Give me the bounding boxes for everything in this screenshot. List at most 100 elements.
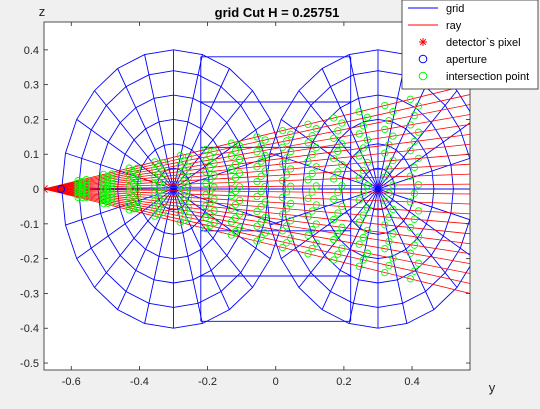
intersection-point (338, 181, 346, 190)
intersection-point (155, 202, 163, 211)
intersection-point (312, 163, 320, 171)
intersection-point (414, 128, 423, 136)
intersection-point (231, 201, 240, 209)
intersection-point (308, 188, 316, 196)
intersection-point (355, 108, 363, 116)
legend-box (401, 0, 539, 90)
intersection-point (99, 179, 108, 187)
x-tick-label: -0.6 (62, 376, 81, 388)
intersection-point (406, 249, 415, 257)
intersection-point (287, 165, 295, 173)
intersection-point (151, 197, 159, 205)
intersection-point (227, 191, 236, 200)
intersection-point (74, 181, 82, 190)
intersection-point (381, 173, 389, 181)
intersection-point (82, 178, 90, 187)
intersection-point (330, 134, 338, 142)
x-tick-label: 0 (273, 376, 279, 388)
intersection-point (282, 137, 291, 145)
intersection-point (363, 158, 372, 167)
y-axis-ticks: 0.4 0.3 0.2 0.1 0 -0.1 -0.2 -0.3 -0.4 -0.5 (20, 45, 470, 370)
legend-entry-label: intersection point (446, 71, 529, 83)
intersection-point (133, 164, 142, 172)
intersection-point (253, 237, 261, 245)
intersection-point (410, 215, 419, 223)
intersection-point (206, 175, 214, 184)
grid-spoke (348, 54, 379, 190)
intersection-point (235, 210, 244, 218)
intersection-point (410, 137, 419, 146)
intersection-point (99, 191, 108, 199)
intersection-point (410, 189, 419, 198)
intersection-point (338, 161, 346, 169)
intersection-point (385, 237, 393, 246)
intersection-point (363, 136, 372, 144)
x-tick-label: 0.2 (336, 376, 351, 388)
x-axis-label: y (489, 380, 496, 395)
legend-circle-sample (418, 71, 428, 81)
plot-frame (43, 21, 471, 371)
intersection-point (82, 193, 90, 202)
intersection-point (257, 187, 265, 196)
intersection-point (363, 181, 372, 189)
intersection-point (385, 189, 393, 197)
intersection-point (406, 198, 415, 206)
intersection-point (287, 217, 295, 225)
intersection-point (355, 240, 363, 248)
intersection-point (406, 95, 415, 103)
intersection-point (282, 188, 291, 196)
intersection-point (389, 254, 397, 262)
intersection-point (159, 175, 167, 183)
grid-spoke (173, 188, 230, 310)
intersection-point (231, 187, 240, 195)
grid-spoke (377, 188, 470, 256)
intersection-point (304, 213, 312, 221)
intersection-point (78, 185, 86, 194)
intersection-point (381, 101, 389, 110)
intersection-point (261, 167, 269, 175)
grid-spoke (117, 188, 174, 310)
intersection-point (308, 226, 316, 234)
intersection-point (184, 163, 193, 171)
ray (44, 94, 470, 190)
x-axis-ticks: -0.6 -0.4 -0.2 0 0.2 0.4 (62, 22, 420, 388)
intersection-point (385, 141, 393, 149)
intersection-point (278, 243, 287, 252)
intersection-point (227, 218, 236, 226)
y-tick-label: -0.4 (20, 323, 39, 335)
intersection-point (210, 159, 218, 167)
intersection-point (406, 223, 415, 232)
intersection-point (334, 127, 342, 135)
intersection-point (184, 203, 193, 212)
grid-spoke (280, 188, 379, 259)
intersection-point (363, 226, 372, 235)
intersection-point (381, 149, 389, 157)
intersection-point (235, 196, 244, 205)
intersection-point (257, 142, 265, 150)
ray (44, 104, 470, 190)
intersection-point (176, 161, 184, 169)
asterisk-stroke (44, 188, 48, 193)
intersection-point (253, 163, 261, 171)
intersection-point (334, 229, 342, 238)
intersection-point (410, 163, 419, 172)
intersection-point (184, 214, 193, 222)
intersection-point (231, 147, 240, 155)
y-tick-label: -0.2 (20, 254, 39, 266)
grid-spoke (173, 68, 230, 190)
intersection-point (257, 233, 265, 241)
intersection-point (389, 205, 397, 214)
intersection-point (206, 152, 214, 160)
ray (44, 188, 470, 215)
intersection-point (99, 170, 108, 179)
intersection-point (287, 130, 295, 138)
intersection-point (180, 216, 189, 224)
x-tick-label: -0.2 (198, 376, 217, 388)
intersection-point (253, 177, 261, 186)
intersection-point (151, 204, 159, 213)
intersection-point (155, 194, 163, 203)
intersection-point (304, 250, 312, 258)
intersection-point (202, 191, 210, 199)
intersection-point (202, 157, 210, 165)
intersection-point (104, 177, 112, 185)
